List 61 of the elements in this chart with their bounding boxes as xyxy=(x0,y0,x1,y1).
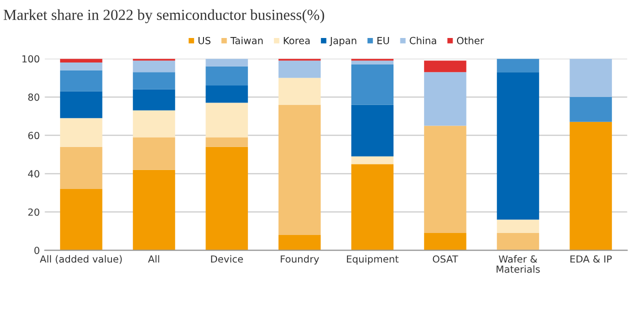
bar xyxy=(278,104,321,235)
bar xyxy=(60,146,102,189)
bar xyxy=(60,188,102,250)
bar xyxy=(351,104,394,156)
bar xyxy=(60,58,102,63)
x-tick-label: All (added value) xyxy=(40,255,122,264)
legend-label: Other xyxy=(456,36,484,44)
bar xyxy=(132,72,176,90)
x-tick-label: OSAT xyxy=(432,255,458,263)
bar xyxy=(496,233,540,250)
bar xyxy=(206,137,248,147)
legend-label: Taiwan xyxy=(230,36,263,44)
bar xyxy=(496,72,540,220)
legend-label: Korea xyxy=(284,37,310,44)
bar xyxy=(60,62,102,70)
legend-label: EU xyxy=(377,37,389,44)
bar xyxy=(424,72,466,126)
bar xyxy=(206,58,248,66)
bar xyxy=(424,233,466,250)
legend-label: US xyxy=(198,36,210,44)
legend-label: China xyxy=(410,36,436,44)
y-tick-label: 80 xyxy=(28,94,40,101)
bar xyxy=(206,146,248,250)
y-tick-label: 60 xyxy=(28,132,40,140)
bar xyxy=(351,60,394,64)
bar xyxy=(351,156,394,164)
y-tick-label: 100 xyxy=(22,55,40,63)
y-tick-label: 20 xyxy=(28,208,40,216)
y-tick-label: 40 xyxy=(28,170,40,178)
bar xyxy=(351,64,394,105)
bar xyxy=(496,58,540,72)
bar xyxy=(278,60,321,78)
bar xyxy=(570,122,612,250)
bar xyxy=(206,102,248,138)
legend-label: Japan xyxy=(329,37,356,46)
bar xyxy=(60,91,102,118)
bar xyxy=(132,89,176,110)
bar xyxy=(496,220,540,234)
x-tick-label: Foundry xyxy=(280,255,320,265)
bar xyxy=(278,78,321,105)
x-tick-label: Wafer & Materials xyxy=(496,255,540,273)
bar xyxy=(132,60,176,72)
x-tick-label: All xyxy=(148,255,160,263)
bar xyxy=(424,126,466,234)
x-tick-label: EDA & IP xyxy=(570,255,612,263)
x-tick-label: Equipment xyxy=(346,255,399,265)
bar xyxy=(60,118,102,147)
bar xyxy=(278,234,321,250)
x-tick-label: Device xyxy=(211,255,243,263)
bar xyxy=(132,170,176,250)
bar xyxy=(132,137,176,170)
bar xyxy=(132,110,176,138)
bar xyxy=(206,86,248,103)
bar xyxy=(206,66,248,86)
bar xyxy=(570,97,612,122)
y-tick-label: 0 xyxy=(34,246,40,254)
bar xyxy=(60,70,102,92)
bar xyxy=(351,164,394,250)
chart-title: Market share in 2022 by semiconductor business(%) xyxy=(4,9,324,24)
bar xyxy=(424,60,466,72)
bar xyxy=(570,58,612,98)
